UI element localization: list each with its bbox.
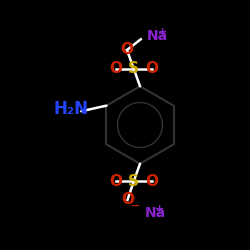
Text: O: O (146, 174, 158, 189)
Text: O: O (121, 192, 134, 208)
Text: O: O (120, 42, 134, 58)
Text: S: S (128, 174, 139, 189)
Text: O: O (146, 61, 158, 76)
Text: H₂N: H₂N (54, 100, 89, 118)
Text: −: − (131, 200, 140, 210)
Text: +: + (155, 204, 164, 214)
Text: S: S (128, 61, 139, 76)
Text: Na: Na (144, 206, 166, 220)
Text: O: O (109, 174, 122, 189)
Text: +: + (158, 27, 167, 37)
Text: Na: Na (147, 29, 168, 43)
Text: O: O (109, 61, 122, 76)
